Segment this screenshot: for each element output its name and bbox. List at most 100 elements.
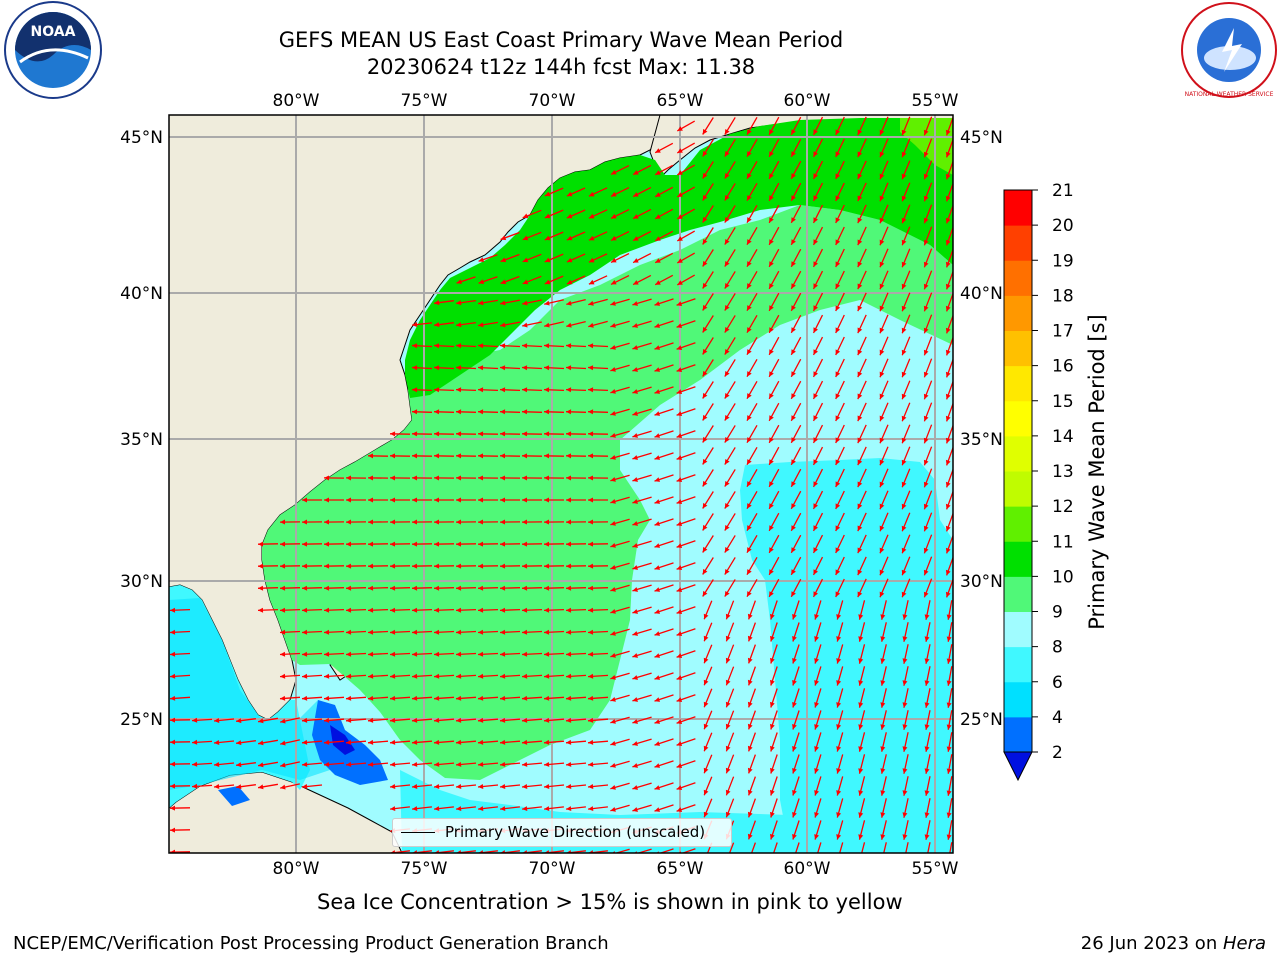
wave-arrow-head bbox=[792, 680, 797, 686]
lon-label: 80°W bbox=[273, 859, 320, 879]
wave-arrow bbox=[681, 848, 696, 853]
wave-arrow-head bbox=[857, 305, 863, 312]
wave-arrow-head bbox=[747, 129, 752, 135]
wave-arrow-head bbox=[434, 365, 440, 371]
wave-arrow-head bbox=[835, 195, 841, 201]
wave-arrow-head bbox=[544, 519, 549, 525]
wave-arrow-head bbox=[610, 323, 616, 328]
wave-arrow-head bbox=[655, 170, 661, 175]
wave-arrow-head bbox=[725, 767, 731, 774]
wave-arrow-head bbox=[170, 849, 175, 853]
wave-arrow-head bbox=[633, 236, 639, 241]
wave-arrow-head bbox=[632, 367, 638, 372]
wave-arrow-head bbox=[544, 784, 550, 789]
wave-arrow-head bbox=[632, 301, 638, 306]
colorbar-tick-label: 15 bbox=[1052, 392, 1074, 412]
wave-arrow-head bbox=[610, 587, 616, 592]
wave-arrow-head bbox=[724, 283, 730, 289]
wave-arrow-head bbox=[368, 651, 374, 657]
wave-arrow-head bbox=[903, 856, 908, 862]
wave-arrow-head bbox=[747, 261, 752, 267]
wave-arrow-head bbox=[566, 541, 571, 547]
wave-arrow-head bbox=[654, 609, 660, 614]
wave-arrow-head bbox=[434, 409, 440, 415]
wave-arrow-head bbox=[346, 541, 351, 547]
wave-arrow-head bbox=[924, 724, 930, 730]
wave-arrow-head bbox=[747, 525, 752, 531]
wave-arrow-head bbox=[747, 151, 752, 157]
wave-arrow-head bbox=[923, 481, 929, 488]
wave-arrow-head bbox=[544, 213, 551, 219]
wave-arrow-head bbox=[544, 279, 551, 285]
wave-arrow-head bbox=[945, 173, 951, 180]
wave-arrow-head bbox=[632, 763, 638, 768]
wave-arrow-head bbox=[946, 746, 952, 752]
wave-arrow-head bbox=[676, 587, 683, 592]
wave-arrow-head bbox=[654, 807, 660, 812]
wave-arrow-head bbox=[901, 239, 907, 246]
wave-arrow-head bbox=[346, 651, 352, 657]
wave-arrow-head bbox=[902, 702, 908, 708]
wave-arrow-head bbox=[588, 629, 594, 635]
wave-arrow-head bbox=[324, 673, 330, 679]
lat-label: 30°N bbox=[120, 572, 163, 592]
wave-arrow-head bbox=[346, 673, 352, 679]
wave-arrow-head bbox=[412, 784, 418, 789]
wave-arrow-head bbox=[702, 260, 708, 267]
wave-arrow-head bbox=[945, 481, 951, 488]
wave-arrow-head bbox=[901, 481, 907, 488]
wave-arrow-head bbox=[544, 806, 550, 811]
wave-arrow-head bbox=[611, 257, 617, 263]
wave-arrow-head bbox=[544, 607, 550, 613]
wave-arrow-head bbox=[478, 651, 484, 657]
wave-arrow-head bbox=[836, 746, 842, 752]
lon-label: 65°W bbox=[657, 859, 704, 879]
wave-arrow-head bbox=[346, 762, 352, 767]
wave-arrow-head bbox=[632, 697, 638, 702]
wave-arrow-head bbox=[945, 129, 951, 136]
wave-arrow-head bbox=[879, 481, 885, 488]
wave-arrow-head bbox=[879, 503, 885, 510]
wave-arrow-head bbox=[857, 129, 863, 136]
wave-arrow-head bbox=[923, 195, 929, 202]
wave-arrow-head bbox=[724, 393, 730, 399]
wave-arrow bbox=[636, 848, 652, 853]
wave-arrow-head bbox=[610, 565, 616, 570]
wave-arrow-head bbox=[813, 261, 818, 267]
wave-arrow-head bbox=[412, 673, 418, 679]
colorbar-tick-label: 11 bbox=[1052, 532, 1074, 552]
wave-arrow-head bbox=[588, 387, 594, 393]
wave-arrow-head bbox=[901, 525, 907, 532]
wave-arrow-head bbox=[748, 856, 753, 862]
wave-arrow-head bbox=[654, 345, 660, 350]
wave-arrow-head bbox=[791, 503, 796, 509]
wave-arrow-head bbox=[835, 503, 841, 509]
wave-arrow-head bbox=[522, 739, 528, 745]
sea-ice-note-text: Sea Ice Concentration > 15% is shown in … bbox=[317, 890, 903, 914]
wave-arrow-head bbox=[655, 258, 661, 263]
wave-arrow-head bbox=[702, 304, 708, 311]
wave-arrow-head bbox=[676, 675, 683, 680]
wave-arrow-head bbox=[724, 525, 730, 531]
wave-arrow-head bbox=[747, 613, 753, 620]
wave-arrow-head bbox=[500, 717, 506, 723]
wave-arrow-head bbox=[500, 235, 507, 241]
wave-arrow-head bbox=[725, 635, 731, 642]
wave-arrow-head bbox=[676, 499, 683, 504]
wave-arrow-head bbox=[791, 547, 796, 553]
wave-arrow-head bbox=[858, 724, 864, 730]
wave-arrow-head bbox=[813, 349, 818, 355]
wave-arrow-head bbox=[901, 173, 907, 180]
wave-arrow-head bbox=[902, 680, 908, 686]
wave-arrow-head bbox=[924, 636, 930, 642]
wave-arrow-head bbox=[945, 327, 951, 334]
wave-arrow-head bbox=[813, 371, 818, 377]
wave-arrow-head bbox=[923, 503, 929, 510]
colorbar-tick-label: 9 bbox=[1052, 603, 1063, 623]
wave-arrow-head bbox=[544, 651, 550, 657]
wave-arrow-head bbox=[654, 631, 660, 636]
wave-arrow-head bbox=[324, 563, 330, 569]
wave-arrow-head bbox=[302, 784, 308, 789]
wave-arrow-head bbox=[434, 739, 440, 745]
wave-arrow-head bbox=[654, 653, 660, 658]
